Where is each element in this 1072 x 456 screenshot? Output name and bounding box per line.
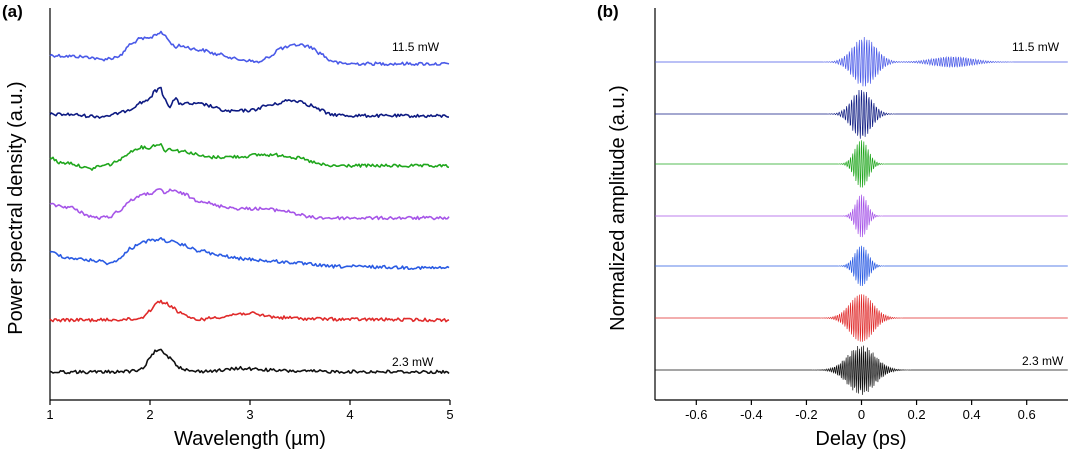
panel-b-x-tick-label: -0.6: [685, 407, 707, 422]
panel-a-annotation-bottom: 2.3 mW: [392, 355, 434, 369]
panel-a-series-line: [49, 30, 450, 67]
panel-b-annotation-bottom: 2.3 mW: [1022, 354, 1064, 368]
panel-b-x-tick-label: -0.4: [740, 407, 762, 422]
panel-b-series-line: [655, 194, 1068, 238]
panel-a-label: (a): [2, 2, 23, 21]
panel-a-series-line: [49, 348, 450, 375]
panel-a-x-title: Wavelength (µm): [174, 428, 326, 450]
panel-a-series-line: [49, 86, 450, 119]
panel-a-annotation-top: 11.5 mW: [392, 40, 440, 54]
panel-b-label: (b): [597, 2, 619, 21]
panel-b-series-line: [655, 345, 1068, 395]
panel-b-annotation-top: 11.5 mW: [1012, 40, 1060, 54]
panel-b-x-title: Delay (ps): [815, 428, 906, 450]
panel-a: (a) 1 2 3 4 5 11.5 mW 2.3 mW Wavelength (µm)…: [2, 2, 454, 450]
panel-a-series-line: [49, 188, 450, 221]
panel-a-x-tick-label: 2: [146, 407, 153, 422]
panel-b-x-tick-label: 0: [858, 407, 865, 422]
panel-a-x-tick-label: 3: [246, 407, 253, 422]
panel-b-x-tick-label: 0.4: [963, 407, 981, 422]
panel-a-x-tick-label: 1: [46, 407, 53, 422]
panel-b-y-title: Normalized amplitude (a.u.): [607, 85, 629, 331]
panel-a-series-line: [49, 299, 450, 323]
panel-a-series-line: [49, 143, 450, 171]
panel-b-x-tick-label: -0.2: [795, 407, 817, 422]
panel-b-series-line: [655, 36, 1068, 87]
panel-b-x-tick-label: 0.2: [908, 407, 926, 422]
panel-a-series-line: [49, 237, 450, 270]
panel-b-series-line: [655, 294, 1068, 342]
panel-a-x-tick-label: 4: [346, 407, 353, 422]
panel-b-series-line: [655, 89, 1068, 139]
panel-b-series-line: [655, 245, 1068, 287]
panel-a-x-tick-label: 5: [446, 407, 453, 422]
panel-b: (b) -0.6 -0.4 -0.2 0 0.2 0.4 0.6 11.5 mW 2.3 m…: [597, 2, 1068, 450]
panel-b-series-line: [655, 140, 1068, 188]
panel-a-y-title: Power spectral density (a.u.): [5, 81, 27, 334]
panel-b-x-tick-label: 0.6: [1018, 407, 1036, 422]
